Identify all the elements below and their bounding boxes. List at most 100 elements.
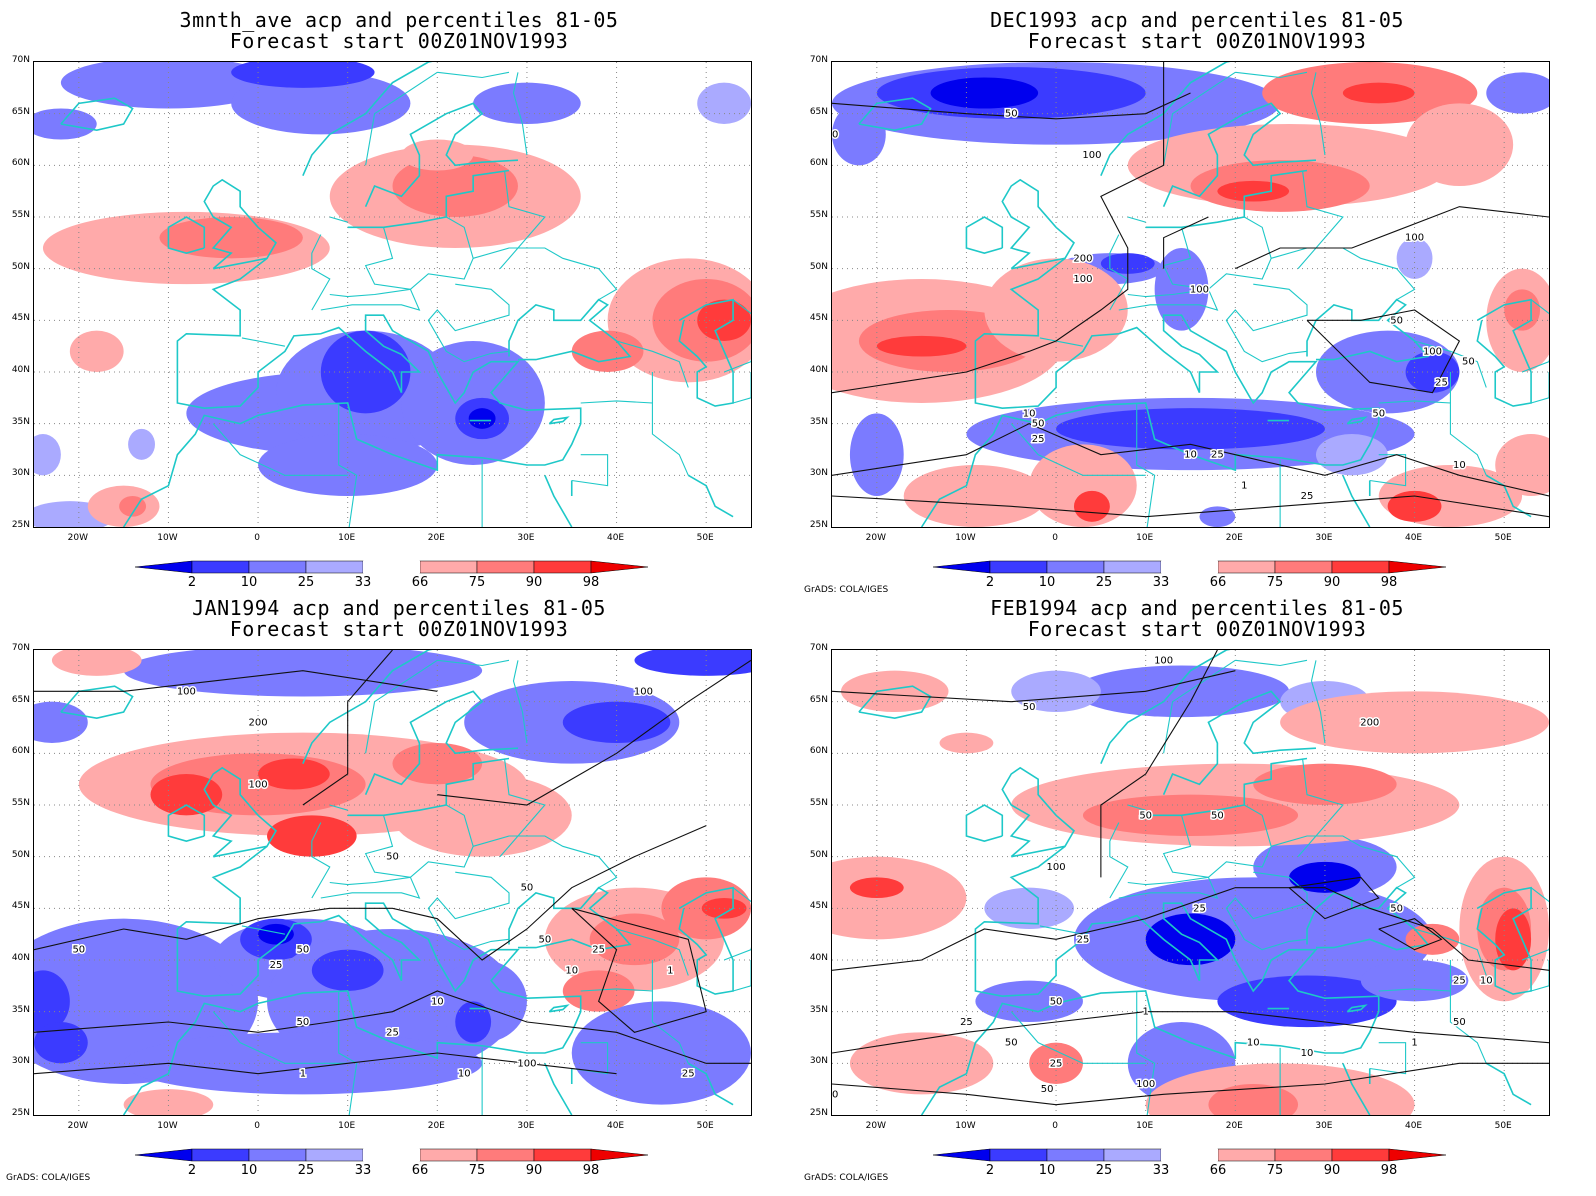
panel-subtitle: Forecast start 00Z01NOV1993	[1027, 617, 1367, 641]
coastline	[1414, 928, 1487, 976]
contour-line	[302, 650, 393, 806]
grads-credit: GrADS: COLA/IGES	[804, 585, 889, 595]
longitude-label: 20E	[1225, 1121, 1243, 1131]
longitude-label: 0	[1052, 1121, 1058, 1131]
coastline	[1010, 1011, 1146, 1064]
contour-label: 10	[565, 965, 578, 976]
colorbar-segment	[419, 560, 478, 574]
coastline	[203, 178, 278, 270]
latitude-label: 30N	[11, 1056, 30, 1067]
coastline	[580, 988, 689, 1064]
coastline	[364, 804, 474, 878]
map-panel: 3mnth_ave acp and percentiles 81-05 Forec…	[0, 0, 798, 598]
colorbar-label: 33	[354, 1163, 372, 1178]
percentile-shade	[1208, 1084, 1299, 1115]
panel-title: FEB1994 acp and percentiles 81-05	[990, 596, 1404, 620]
longitude-label: 20W	[67, 533, 88, 543]
colorbar-label: 98	[1380, 575, 1398, 590]
percentile-shade	[392, 155, 518, 217]
contour-label: 50	[1050, 996, 1063, 1007]
contour-label: 100	[249, 779, 268, 790]
coastline	[920, 845, 1380, 1115]
percentile-shade	[150, 774, 223, 816]
coastline	[365, 659, 438, 754]
contour-label: 50	[1390, 903, 1403, 914]
latitude-label: 30N	[809, 1056, 828, 1067]
panel-subtitle: Forecast start 00Z01NOV1993	[229, 29, 569, 53]
contour-line	[832, 887, 1549, 971]
latitude-label: 45N	[809, 313, 828, 324]
colorbar-arrow-right	[1388, 1148, 1447, 1162]
colorbar-segment	[1103, 560, 1162, 574]
colorbar-segment	[1046, 560, 1105, 574]
contour-label: 200	[1360, 717, 1379, 728]
colorbar-segment	[1217, 1148, 1276, 1162]
coastline	[1310, 660, 1326, 744]
percentile-shade	[849, 877, 904, 898]
percentile-shade	[34, 1022, 88, 1064]
percentile-shade	[1073, 665, 1290, 718]
contour-line	[34, 670, 438, 692]
percentile-shade	[634, 650, 751, 676]
colorbar-label: 25	[1095, 1163, 1113, 1178]
contour-line	[1235, 206, 1549, 270]
panel-title: DEC1993 acp and percentiles 81-05	[990, 8, 1404, 32]
coastline	[1010, 423, 1146, 476]
colorbar-segment	[1274, 560, 1333, 574]
colorbar-label: 2	[985, 1163, 995, 1178]
contour-label: 1	[1143, 1007, 1149, 1018]
contour-label: 25	[1211, 450, 1224, 461]
contour-label: 10	[431, 996, 444, 1007]
coastline	[512, 660, 528, 744]
contour-label: 100	[1047, 862, 1066, 873]
latitude-label: 70N	[809, 643, 828, 653]
coastline	[437, 659, 510, 667]
percentile-shade	[984, 887, 1074, 929]
map-panel: DEC1993 acp and percentiles 81-05 Forecas…	[798, 0, 1596, 598]
coastline	[1039, 925, 1084, 935]
colorbar-label: 10	[1038, 575, 1056, 590]
percentile-shade	[231, 72, 411, 135]
contour-label: 25	[386, 1027, 399, 1038]
contour-label: 100	[1190, 284, 1209, 295]
latitude-label: 40N	[809, 953, 828, 963]
contour-label: 50	[538, 934, 551, 945]
map-svg: 100 100 200 100 50 50 50 50 50 25 50 10 25 1 100 25 10 10…	[34, 650, 751, 1115]
map-panel: JAN1994 acp and percentiles 81-05 Forecas…	[0, 588, 798, 1186]
colorbar-label: 90	[1323, 1163, 1341, 1178]
colorbar	[135, 560, 649, 574]
colorbar-segment	[305, 560, 364, 574]
contour-line	[832, 670, 1236, 703]
coastline	[1100, 62, 1231, 176]
percentile-shade	[1056, 408, 1325, 450]
coastline	[311, 234, 331, 311]
colorbar	[135, 1148, 649, 1162]
coastline	[427, 283, 510, 363]
contour-label: 25	[592, 945, 605, 956]
coastline	[311, 822, 331, 899]
coastline	[427, 871, 510, 951]
panel-subtitle: Forecast start 00Z01NOV1993	[229, 617, 569, 641]
percentile-shade	[1029, 444, 1137, 527]
colorbar-segment	[191, 560, 250, 574]
coastline	[347, 757, 510, 817]
coastline	[329, 804, 348, 811]
percentile-shade	[473, 82, 581, 124]
colorbar-label: 10	[240, 1163, 258, 1178]
panel-title: 3mnth_ave acp and percentiles 81-05	[179, 8, 619, 32]
longitude-label: 20E	[427, 1121, 445, 1131]
contour-label: 10	[1184, 450, 1197, 461]
latitude-label: 60N	[11, 158, 30, 169]
colorbar-segment	[419, 1148, 478, 1162]
latitude-label: 25N	[11, 520, 30, 530]
coastline	[1163, 659, 1236, 754]
colorbar-label: 2	[187, 575, 197, 590]
coastline	[548, 1004, 570, 1013]
latitude-label: 25N	[11, 1108, 30, 1118]
coastline	[1225, 283, 1308, 363]
coastline	[473, 835, 618, 889]
coastline	[1100, 650, 1231, 764]
percentile-shade	[34, 434, 61, 476]
coastline	[1039, 337, 1084, 347]
latitude-label: 70N	[11, 55, 30, 65]
